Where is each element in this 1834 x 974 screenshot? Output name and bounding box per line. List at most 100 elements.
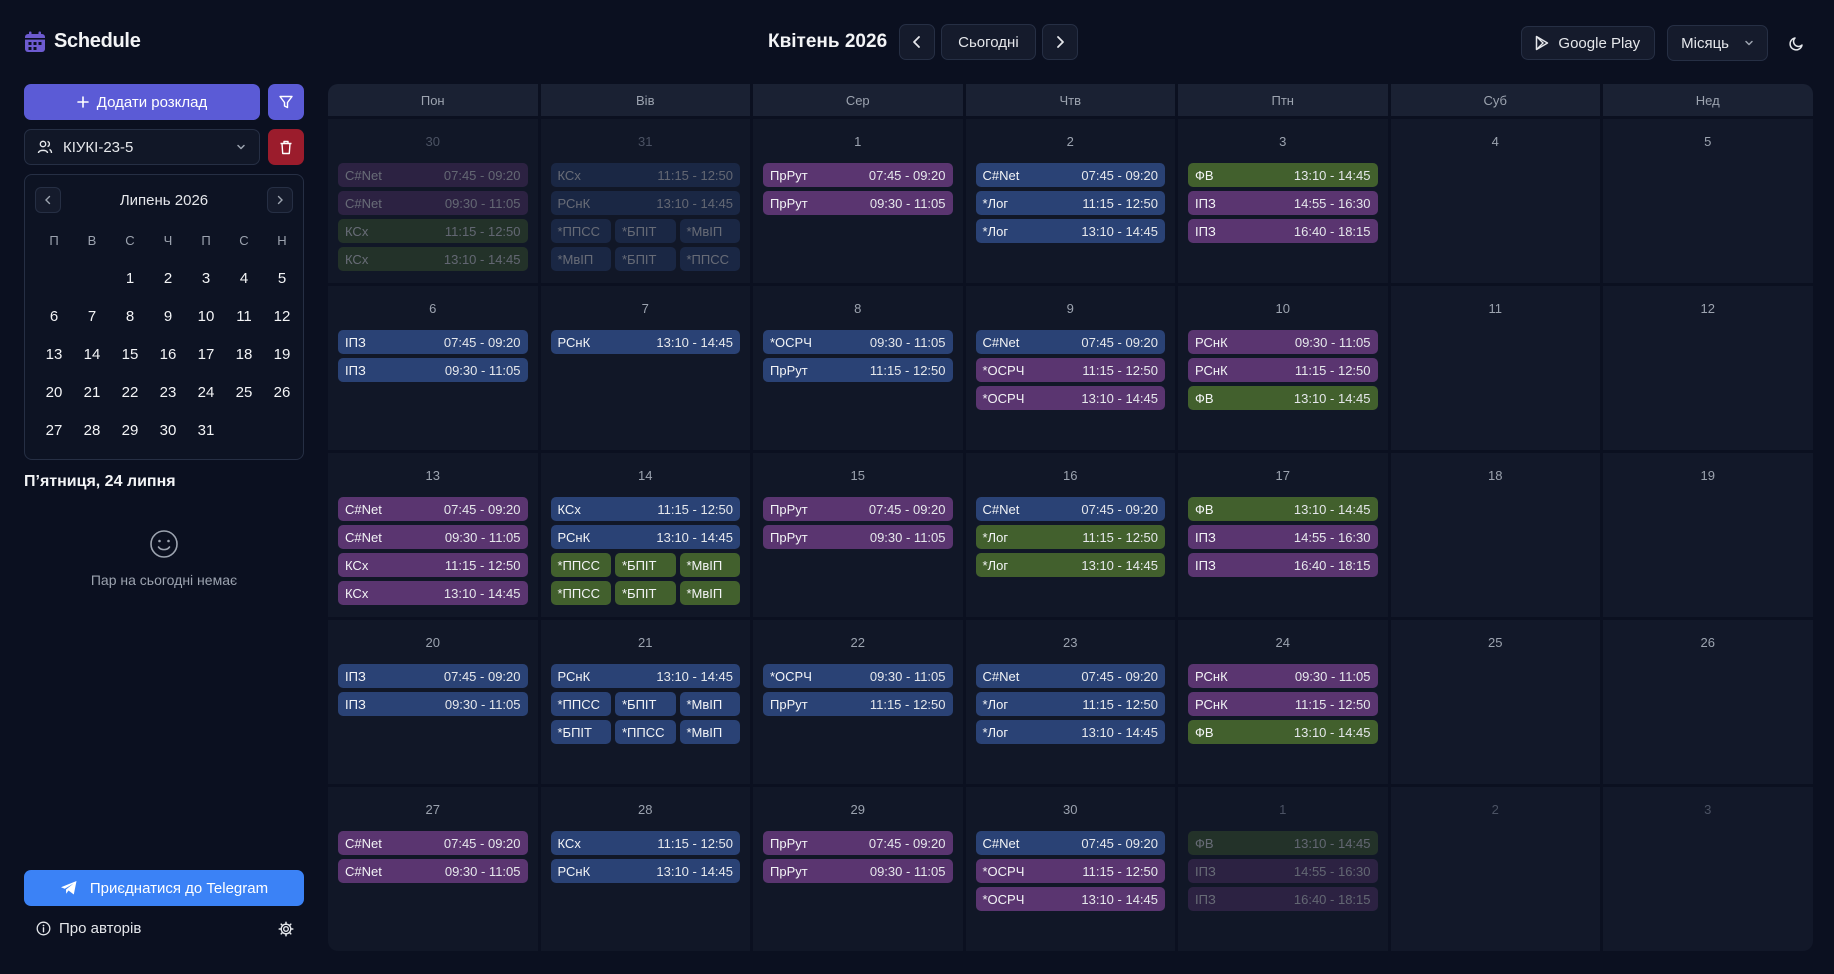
day-cell[interactable]: 6 ІПЗ 07:45 - 09:20 ІПЗ 09:30 - 11:05: [328, 286, 538, 450]
mini-day[interactable]: 20: [45, 383, 63, 401]
mini-day[interactable]: 23: [159, 383, 177, 401]
event-item[interactable]: ІПЗ 16:40 - 18:15: [1188, 553, 1378, 577]
event-chip[interactable]: *ППСС: [679, 247, 740, 271]
day-cell[interactable]: 1 ФВ 13:10 - 14:45 ІПЗ 14:55 - 16:30 ІПЗ 16:40…: [1178, 787, 1388, 951]
day-cell[interactable]: 3: [1603, 787, 1813, 951]
event-item[interactable]: ІПЗ 16:40 - 18:15: [1188, 887, 1378, 911]
day-cell[interactable]: 29 ПрРут 07:45 - 09:20 ПрРут 09:30 - 11:05: [753, 787, 963, 951]
day-cell[interactable]: 30 C#Net 07:45 - 09:20 C#Net 09:30 - 11:05 КС…: [328, 119, 538, 283]
event-item[interactable]: ФВ 13:10 - 14:45: [1188, 386, 1378, 410]
event-chip[interactable]: *БПІТ: [615, 692, 676, 716]
event-item[interactable]: РСнК 13:10 - 14:45: [550, 859, 740, 883]
day-cell[interactable]: 4: [1390, 119, 1600, 283]
day-cell[interactable]: 2 C#Net 07:45 - 09:20 *Лог 11:15 - 12:50 *Лог…: [965, 119, 1175, 283]
event-item[interactable]: ІПЗ 09:30 - 11:05: [338, 358, 528, 382]
day-cell[interactable]: 5: [1603, 119, 1813, 283]
day-cell[interactable]: 25: [1390, 620, 1600, 784]
prev-month-button[interactable]: [899, 24, 936, 60]
mini-day[interactable]: 24: [197, 383, 215, 401]
settings-gear-icon[interactable]: [278, 920, 294, 937]
event-item[interactable]: РСнК 13:10 - 14:45: [550, 664, 740, 688]
event-item[interactable]: *Лог 13:10 - 14:45: [975, 720, 1165, 744]
day-cell[interactable]: 16 C#Net 07:45 - 09:20 *Лог 11:15 - 12:50 *Ло…: [965, 453, 1175, 617]
event-item[interactable]: *ОСРЧ 09:30 - 11:05: [763, 330, 953, 354]
event-item[interactable]: ПрРут 07:45 - 09:20: [763, 497, 953, 521]
day-cell[interactable]: 18: [1390, 453, 1600, 617]
event-chip[interactable]: *ППСС: [550, 219, 611, 243]
event-item[interactable]: *Лог 11:15 - 12:50: [975, 525, 1165, 549]
event-chip[interactable]: *БПІТ: [615, 581, 676, 605]
mini-day[interactable]: 21: [83, 383, 101, 401]
day-cell[interactable]: 31 КСх 11:15 - 12:50 РСнК 13:10 - 14:45 *ППСС…: [540, 119, 750, 283]
mini-day[interactable]: 28: [83, 421, 101, 439]
event-item[interactable]: C#Net 09:30 - 11:05: [338, 191, 528, 215]
event-item[interactable]: *ОСРЧ 11:15 - 12:50: [975, 358, 1165, 382]
event-item[interactable]: РСнК 11:15 - 12:50: [1188, 358, 1378, 382]
day-cell[interactable]: 21 РСнК 13:10 - 14:45 *ППСС *БПІТ *МвІП *БПІТ *…: [540, 620, 750, 784]
event-chip[interactable]: *МвІП: [679, 581, 740, 605]
event-item[interactable]: *Лог 11:15 - 12:50: [975, 191, 1165, 215]
event-item[interactable]: ПрРут 11:15 - 12:50: [763, 692, 953, 716]
day-cell[interactable]: 10 РСнК 09:30 - 11:05 РСнК 11:15 - 12:50 ФВ 13…: [1178, 286, 1388, 450]
event-item[interactable]: C#Net 07:45 - 09:20: [975, 831, 1165, 855]
event-item[interactable]: РСнК 09:30 - 11:05: [1188, 330, 1378, 354]
event-item[interactable]: ІПЗ 16:40 - 18:15: [1188, 219, 1378, 243]
about-authors-link[interactable]: Про авторів: [36, 920, 141, 937]
event-chip[interactable]: *БПІТ: [615, 219, 676, 243]
day-cell[interactable]: 1 ПрРут 07:45 - 09:20 ПрРут 09:30 - 11:05: [753, 119, 963, 283]
mini-day[interactable]: 25: [235, 383, 253, 401]
event-chip[interactable]: *БПІТ: [615, 247, 676, 271]
mini-day[interactable]: 31: [197, 421, 215, 439]
view-select[interactable]: Місяць: [1667, 25, 1768, 61]
event-chip[interactable]: *БПІТ: [550, 720, 611, 744]
event-item[interactable]: C#Net 09:30 - 11:05: [338, 525, 528, 549]
event-item[interactable]: C#Net 09:30 - 11:05: [338, 859, 528, 883]
theme-toggle-button[interactable]: [1780, 26, 1814, 60]
day-cell[interactable]: 20 ІПЗ 07:45 - 09:20 ІПЗ 09:30 - 11:05: [328, 620, 538, 784]
mini-day[interactable]: 7: [87, 307, 97, 325]
event-item[interactable]: ПрРут 09:30 - 11:05: [763, 859, 953, 883]
event-item[interactable]: КСх 11:15 - 12:50: [338, 219, 528, 243]
mini-day[interactable]: 12: [273, 307, 291, 325]
event-item[interactable]: *Лог 11:15 - 12:50: [975, 692, 1165, 716]
day-cell[interactable]: 26: [1603, 620, 1813, 784]
day-cell[interactable]: 15 ПрРут 07:45 - 09:20 ПрРут 09:30 - 11:05: [753, 453, 963, 617]
mini-day[interactable]: 5: [277, 269, 287, 287]
day-cell[interactable]: 13 C#Net 07:45 - 09:20 C#Net 09:30 - 11:05 КС…: [328, 453, 538, 617]
mini-day[interactable]: 22: [121, 383, 139, 401]
event-item[interactable]: РСнК 13:10 - 14:45: [550, 191, 740, 215]
event-item[interactable]: *ОСРЧ 13:10 - 14:45: [975, 887, 1165, 911]
event-item[interactable]: C#Net 07:45 - 09:20: [975, 163, 1165, 187]
event-item[interactable]: *ОСРЧ 09:30 - 11:05: [763, 664, 953, 688]
event-item[interactable]: ПрРут 09:30 - 11:05: [763, 191, 953, 215]
event-item[interactable]: ІПЗ 07:45 - 09:20: [338, 330, 528, 354]
day-cell[interactable]: 8 *ОСРЧ 09:30 - 11:05 ПрРут 11:15 - 12:50: [753, 286, 963, 450]
google-play-button[interactable]: Google Play: [1521, 26, 1656, 60]
today-button[interactable]: Сьогодні: [941, 24, 1036, 60]
event-item[interactable]: *ОСРЧ 11:15 - 12:50: [975, 859, 1165, 883]
day-cell[interactable]: 22 *ОСРЧ 09:30 - 11:05 ПрРут 11:15 - 12:50: [753, 620, 963, 784]
mini-day[interactable]: 14: [83, 345, 101, 363]
event-item[interactable]: РСнК 13:10 - 14:45: [550, 525, 740, 549]
event-item[interactable]: C#Net 07:45 - 09:20: [975, 497, 1165, 521]
event-item[interactable]: РСнК 09:30 - 11:05: [1188, 664, 1378, 688]
add-schedule-button[interactable]: Додати розклад: [24, 84, 260, 120]
mini-day[interactable]: 15: [121, 345, 139, 363]
telegram-button[interactable]: Приєднатися до Telegram: [24, 870, 304, 906]
event-item[interactable]: ІПЗ 09:30 - 11:05: [338, 692, 528, 716]
event-item[interactable]: C#Net 07:45 - 09:20: [975, 330, 1165, 354]
mini-day[interactable]: 29: [121, 421, 139, 439]
mini-day[interactable]: 27: [45, 421, 63, 439]
day-cell[interactable]: 17 ФВ 13:10 - 14:45 ІПЗ 14:55 - 16:30 ІПЗ 16:4…: [1178, 453, 1388, 617]
mini-day[interactable]: 19: [273, 345, 291, 363]
event-item[interactable]: ФВ 13:10 - 14:45: [1188, 163, 1378, 187]
event-item[interactable]: КСх 11:15 - 12:50: [338, 553, 528, 577]
event-item[interactable]: ФВ 13:10 - 14:45: [1188, 497, 1378, 521]
event-item[interactable]: ІПЗ 14:55 - 16:30: [1188, 191, 1378, 215]
mini-day[interactable]: 3: [201, 269, 211, 287]
event-item[interactable]: ІПЗ 07:45 - 09:20: [338, 664, 528, 688]
event-item[interactable]: КСх 11:15 - 12:50: [550, 831, 740, 855]
day-cell[interactable]: 19: [1603, 453, 1813, 617]
event-item[interactable]: C#Net 07:45 - 09:20: [338, 497, 528, 521]
event-item[interactable]: ПрРут 11:15 - 12:50: [763, 358, 953, 382]
